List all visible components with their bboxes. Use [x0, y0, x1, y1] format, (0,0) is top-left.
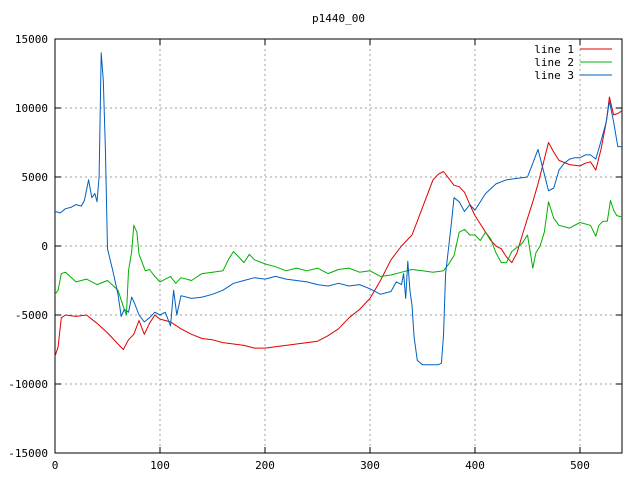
x-tick-label: 500 — [570, 459, 590, 472]
legend-label-3: line 3 — [534, 69, 574, 82]
y-tick-label: -10000 — [8, 378, 48, 391]
series-lines — [54, 52, 623, 366]
x-tick-label: 300 — [360, 459, 380, 472]
x-tick-label: 400 — [465, 459, 485, 472]
y-tick-label: 5000 — [22, 171, 49, 184]
y-tick-label: 10000 — [15, 102, 48, 115]
legend-label-2: line 2 — [534, 56, 574, 69]
y-tick-label: -15000 — [8, 447, 48, 460]
x-tick-label: 200 — [255, 459, 275, 472]
legend-label-1: line 1 — [534, 43, 574, 56]
y-tick-label: -5000 — [15, 309, 48, 322]
axes: 0 100 200 300 400 500 -15000 -10000 -5000 0 5000 10… — [8, 33, 623, 472]
series-line-2 — [54, 200, 623, 316]
grid-lines — [55, 39, 622, 453]
y-tick-label: 15000 — [15, 33, 48, 46]
plot-frame — [54, 38, 623, 454]
x-tick-label: 0 — [52, 459, 59, 472]
y-tick-label: 0 — [41, 240, 48, 253]
series-line-1 — [54, 96, 623, 357]
chart-title: p1440_00 — [312, 12, 365, 25]
x-tick-label: 100 — [150, 459, 170, 472]
series-line-3 — [54, 52, 622, 366]
